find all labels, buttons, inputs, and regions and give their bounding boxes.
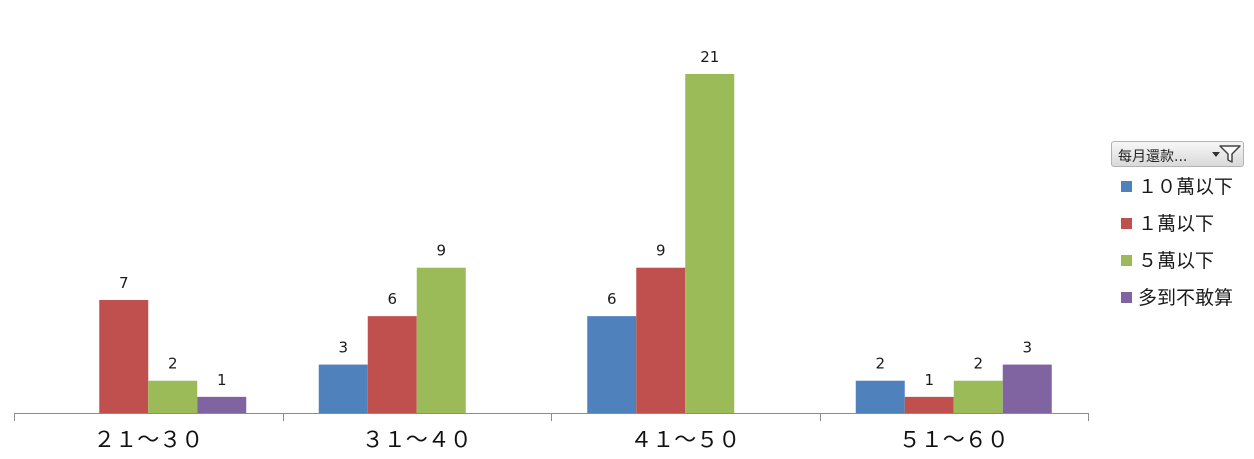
data-label: 9 <box>656 242 666 260</box>
x-tick-label: ５１～６０ <box>899 428 1009 453</box>
data-label: 2 <box>973 355 983 373</box>
bar <box>1002 364 1052 413</box>
bar <box>685 74 735 413</box>
data-label: 9 <box>436 242 446 260</box>
filter-dropdown-button[interactable]: 每月還款... <box>1111 141 1244 167</box>
bar <box>855 380 905 413</box>
bar <box>318 364 368 413</box>
bar <box>416 267 466 413</box>
legend-label: １萬以下 <box>1138 213 1215 235</box>
bar <box>99 300 149 413</box>
bar <box>904 396 954 413</box>
data-label: 6 <box>387 290 397 308</box>
x-tick-label: ３１～４０ <box>362 428 472 453</box>
data-label: 6 <box>607 290 617 308</box>
data-label: 21 <box>700 48 719 66</box>
filter-label: 每月還款... <box>1118 149 1188 165</box>
bar <box>636 267 686 413</box>
bar <box>587 316 637 413</box>
data-label: 1 <box>217 371 227 389</box>
filter-dropdown-icon <box>1212 145 1241 163</box>
x-tick-label: ４１～５０ <box>630 428 740 453</box>
data-label: 2 <box>875 355 885 373</box>
legend-label: ５萬以下 <box>1138 250 1215 272</box>
bar <box>367 316 417 413</box>
legend-swatch <box>1121 181 1132 192</box>
bar <box>953 380 1003 413</box>
bar <box>197 396 247 413</box>
legend-swatch <box>1121 292 1132 303</box>
legend-label: 多到不敢算 <box>1138 287 1234 309</box>
data-label: 3 <box>338 339 348 357</box>
data-label: 2 <box>168 355 178 373</box>
x-tick-label: ２１～３０ <box>93 428 203 453</box>
data-label: 7 <box>119 274 129 292</box>
data-label: 1 <box>924 371 934 389</box>
data-label: 3 <box>1022 339 1032 357</box>
legend-label: １０萬以下 <box>1138 176 1234 198</box>
legend-swatch <box>1121 218 1132 229</box>
bar <box>148 380 198 413</box>
legend-swatch <box>1121 255 1132 266</box>
